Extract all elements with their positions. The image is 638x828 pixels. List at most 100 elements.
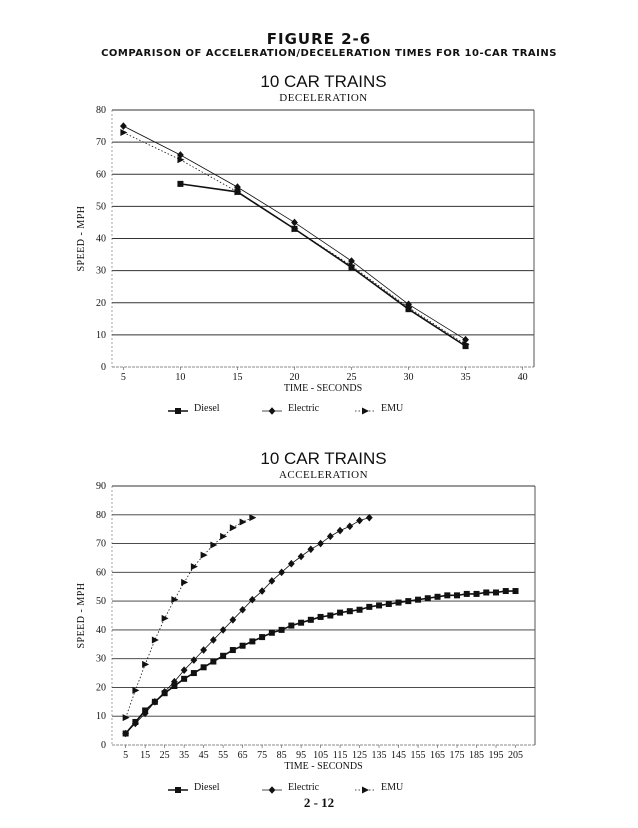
data-point-diesel — [463, 590, 470, 597]
data-point-electric — [219, 626, 227, 634]
y-tick-label: 40 — [96, 234, 106, 245]
data-point-electric — [297, 552, 305, 561]
data-point-diesel — [405, 598, 412, 605]
data-point-electric — [239, 605, 247, 614]
x-tick-label: 30 — [404, 372, 414, 383]
y-tick-label: 40 — [96, 625, 106, 636]
data-point-electric — [151, 698, 159, 706]
legend-marker-diamond — [268, 786, 276, 794]
y-tick-label: 10 — [96, 330, 106, 341]
accel-chart: 0 10 20 30 40 50 60 70 80 90 5 15 25 35 45 55 65 75 85 95 10… — [76, 481, 536, 794]
x-tick-label: 35 — [179, 750, 189, 761]
legend-marker-triangle-right — [362, 786, 369, 794]
x-tick-label: 85 — [277, 750, 287, 761]
legend-marker-triangle-right — [362, 407, 369, 415]
x-tick-label: 205 — [508, 750, 523, 761]
legend-item-diesel: Diesel — [168, 782, 220, 793]
legend-item-emu: EMU — [355, 403, 404, 415]
data-point-diesel — [268, 629, 275, 636]
x-tick-label: 40 — [518, 372, 528, 383]
data-point-diesel — [210, 658, 217, 665]
data-point-electric — [278, 568, 285, 577]
decel-chart: 0 10 20 30 40 50 60 70 80 5 10 15 20 25 30 35 40 TIME - S… — [76, 105, 535, 415]
data-point-electric — [287, 559, 295, 568]
x-tick-label: 75 — [257, 750, 267, 761]
series-diesel — [122, 588, 519, 737]
chart-subtitle-acceleration: ACCELERATION — [278, 469, 369, 481]
legend-label: EMU — [381, 403, 404, 414]
y-tick-label: 20 — [96, 298, 106, 309]
data-point-diesel — [181, 675, 188, 682]
y-tick-label: 60 — [96, 567, 106, 578]
x-tick-label: 135 — [372, 750, 387, 761]
data-point-diesel — [366, 603, 373, 610]
y-tick-label: 90 — [96, 481, 106, 492]
series-emu — [122, 514, 257, 722]
y-axis-label: SPEED - MPH — [76, 205, 87, 271]
data-point-electric — [170, 677, 178, 686]
y-tick-label: 70 — [96, 137, 106, 148]
series-line-electric — [125, 517, 370, 734]
x-tick-label: 10 — [175, 372, 185, 383]
data-point-diesel — [346, 608, 353, 615]
chart-title-acceleration: 10 CAR TRAINS — [260, 449, 387, 468]
data-point-electric — [141, 709, 149, 718]
x-tick-label: 115 — [333, 750, 348, 761]
x-tick-label: 5 — [123, 750, 128, 761]
legend-item-electric: Electric — [262, 782, 320, 794]
data-point-emu — [234, 188, 242, 196]
data-point-diesel — [502, 588, 509, 595]
data-point-electric — [291, 218, 298, 227]
series-line-diesel — [125, 590, 516, 735]
data-point-diesel — [190, 670, 197, 677]
y-tick-label: 60 — [96, 169, 106, 180]
legend-item-electric: Electric — [262, 403, 320, 415]
data-point-diesel — [177, 180, 184, 187]
data-point-diesel — [493, 589, 500, 596]
y-tick-label: 80 — [96, 105, 106, 116]
page-number: 2 - 12 — [303, 795, 335, 810]
data-point-emu — [291, 225, 299, 233]
data-point-emu — [190, 563, 198, 571]
data-point-diesel — [239, 642, 246, 649]
y-tick-label: 50 — [96, 201, 106, 212]
x-tick-label: 145 — [391, 750, 406, 761]
data-point-electric — [234, 183, 241, 191]
y-tick-label: 50 — [96, 596, 106, 607]
x-tick-label: 125 — [352, 750, 367, 761]
data-point-electric — [346, 522, 354, 531]
data-point-emu — [239, 518, 247, 526]
x-tick-label: 25 — [160, 750, 170, 761]
x-tick-label: 5 — [121, 372, 126, 383]
x-tick-label: 195 — [489, 750, 504, 761]
data-point-diesel — [473, 590, 480, 597]
data-point-diesel — [317, 613, 324, 620]
series-electric — [120, 122, 469, 344]
data-point-diesel — [356, 606, 363, 613]
legend-label: Diesel — [194, 403, 220, 414]
y-tick-label: 0 — [101, 362, 106, 373]
data-point-emu — [200, 551, 208, 559]
data-point-diesel — [454, 592, 461, 599]
data-point-diesel — [483, 589, 490, 596]
data-point-diesel — [337, 609, 344, 616]
y-tick-label: 80 — [96, 510, 106, 521]
y-tick-label: 30 — [96, 654, 106, 665]
data-point-diesel — [395, 599, 402, 606]
data-point-electric — [248, 595, 256, 604]
data-point-electric — [209, 636, 217, 644]
legend-label: Electric — [288, 782, 320, 793]
data-point-electric — [120, 122, 127, 130]
y-tick-label: 0 — [101, 740, 106, 751]
data-point-emu — [220, 532, 228, 540]
data-point-electric — [365, 513, 373, 522]
data-point-electric — [131, 719, 139, 728]
x-tick-label: 45 — [199, 750, 209, 761]
legend-marker-square — [175, 787, 181, 793]
data-point-emu — [348, 262, 356, 270]
x-tick-label: 105 — [313, 750, 328, 761]
x-tick-label: 35 — [461, 372, 471, 383]
legend-marker-square — [175, 408, 181, 414]
data-point-electric — [177, 151, 184, 159]
